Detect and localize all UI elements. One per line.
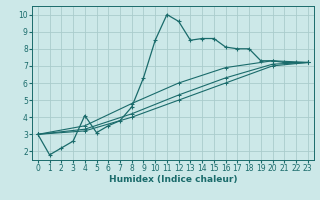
X-axis label: Humidex (Indice chaleur): Humidex (Indice chaleur) xyxy=(108,175,237,184)
